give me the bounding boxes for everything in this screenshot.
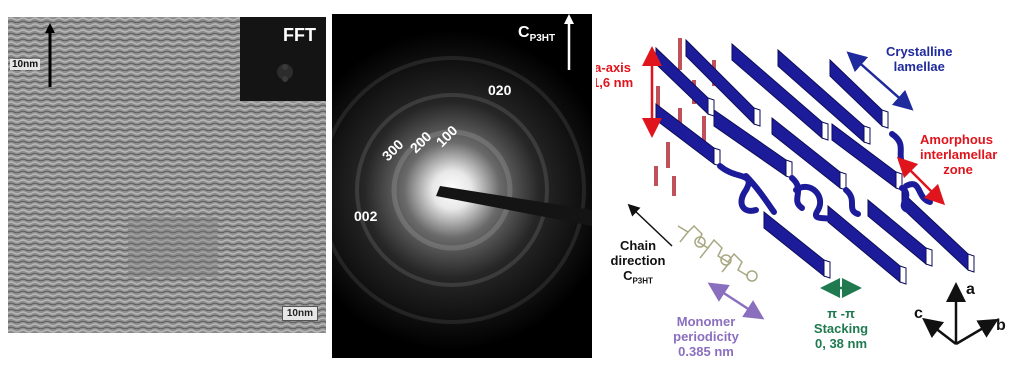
monomer-periodicity-label: Monomer periodicity 0.385 nm	[673, 314, 739, 359]
tem-image: FFT 10nm 10nm	[8, 17, 326, 333]
axis-b-label: b	[996, 317, 1006, 334]
crystalline-lamellae	[655, 38, 975, 285]
fft-label: FFT	[283, 25, 316, 45]
chain-direction-label: Chain direction CP3HT	[610, 238, 666, 286]
saed-rings	[332, 14, 592, 350]
reflection-020: 020	[488, 82, 512, 98]
saed-pattern: CP3HT 020 300 200 100 002	[332, 14, 592, 358]
chain-direction-arrow	[627, 203, 673, 247]
fft-inset	[240, 17, 326, 101]
chain-axis-label: CP3HT	[518, 24, 556, 45]
pi-stacking-label: π -π Stacking 0, 38 nm	[813, 306, 869, 351]
abc-axes	[922, 282, 999, 346]
crystalline-arrow	[846, 51, 914, 111]
amorphous-arrow	[896, 156, 946, 206]
beam-stop	[436, 186, 592, 226]
scale-bar-bottom: 10nm	[281, 306, 318, 321]
amorphous-zone-label: Amorphous interlamellar zone	[920, 132, 998, 177]
scale-bar-top: 10nm	[10, 59, 41, 70]
axis-a-label: a	[966, 281, 975, 298]
p3ht-monomer-chain	[677, 224, 758, 282]
lamellae-schematic: a-axis 1,6 nm Crystalline lamellae Amorpho…	[596, 0, 1018, 367]
axis-c-label: c	[914, 305, 923, 322]
schematic-drawing	[627, 38, 999, 346]
monomer-arrow	[707, 282, 765, 320]
crystalline-lamellae-label: Crystalline lamellae	[886, 44, 953, 74]
reflection-002: 002	[354, 208, 378, 224]
a-axis-label: a-axis 1,6 nm	[596, 60, 634, 90]
